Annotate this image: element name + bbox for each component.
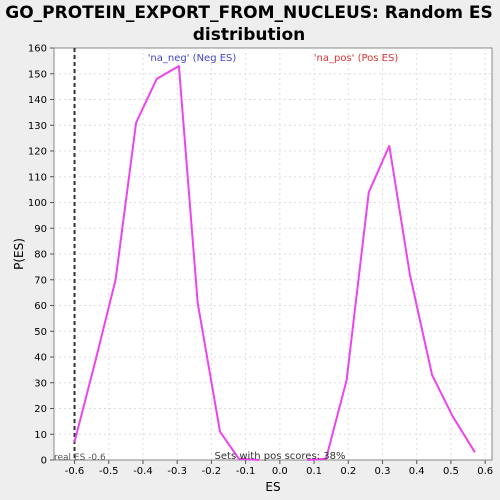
legend-neg-es: 'na_neg' (Neg ES) [148,53,237,64]
series-line-pos-es [307,144,476,461]
x-tick-label: -0.4 [133,466,153,477]
series-line-neg-es [73,65,260,461]
y-tick-label: 150 [28,69,47,80]
y-tick-label: 140 [28,95,47,106]
x-tick-label: -0.5 [99,466,119,477]
legend-pos-es: 'na_pos' (Pos ES) [314,53,399,64]
x-tick-label: 0.3 [375,466,391,477]
chart-title-line-2: distribution [193,25,305,45]
y-tick-label: 60 [34,301,47,312]
y-tick-label: 0 [41,456,47,467]
x-tick-label: 0.1 [306,466,322,477]
x-axis-label: ES [265,480,280,494]
y-tick-label: 90 [34,224,47,235]
y-tick-label: 160 [28,44,47,55]
series-layer [73,65,476,461]
real-es-label: real ES -0.6 [54,453,106,463]
y-axis-label: P(ES) [12,238,26,270]
y-tick-label: 10 [34,430,47,441]
x-axis: -0.6 -0.5 -0.4 -0.3 -0.2 -0.1 0.0 0.1 0.2 0.3 0.4 0… [65,460,493,477]
x-tick-label: -0.2 [202,466,222,477]
y-tick-label: 130 [28,121,47,132]
y-tick-label: 100 [28,198,47,209]
y-tick-label: 80 [34,250,47,261]
y-tick-label: 110 [28,172,47,183]
y-tick-label: 120 [28,147,47,158]
y-tick-label: 20 [34,404,47,415]
y-tick-label: 50 [34,327,47,338]
chart-title-line-1: GO_PROTEIN_EXPORT_FROM_NUCLEUS: Random E… [5,3,493,23]
y-tick-label: 30 [34,378,47,389]
y-tick-label: 70 [34,275,47,286]
x-tick-label: -0.6 [65,466,85,477]
x-tick-label: -0.1 [236,466,256,477]
x-tick-label: 0.0 [272,466,288,477]
x-tick-label: 0.5 [443,466,459,477]
x-tick-label: 0.2 [340,466,356,477]
x-tick-label: 0.4 [409,466,425,477]
x-tick-label: 0.6 [477,466,493,477]
pos-scores-annotation: Sets with pos scores: 38% [215,451,346,462]
y-tick-label: 40 [34,353,47,364]
x-tick-label: -0.3 [167,466,187,477]
y-axis: 0 10 20 30 40 50 60 70 80 90 100 110 120 130 140 150 160 [28,44,54,467]
